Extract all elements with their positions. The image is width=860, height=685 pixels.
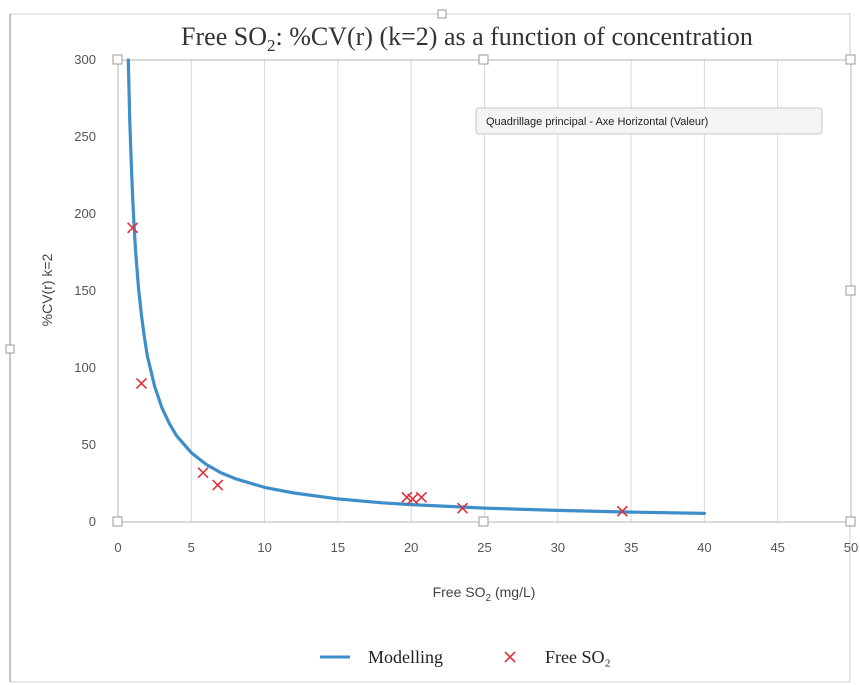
y-tick-label: 250 — [74, 129, 96, 144]
gridline-tooltip: Quadrillage principal - Axe Horizontal (… — [475, 107, 823, 135]
x-tick-label: 20 — [404, 540, 418, 555]
data-point-free-so2[interactable] — [407, 493, 419, 505]
legend-free-so2-marker — [504, 651, 516, 663]
y-axis-ticks[interactable]: 0 50 100 150 200 250 300 — [74, 52, 96, 529]
legend-modelling-label: Modelling — [368, 647, 443, 667]
legend[interactable]: Modelling Free SO₂ — [320, 647, 611, 667]
y-tick-label: 200 — [74, 206, 96, 221]
x-axis-title-sub: 2 — [486, 593, 492, 604]
x-axis-title[interactable]: Free SO2 (mg/L) — [433, 584, 536, 604]
chart-title-sub: 2 — [267, 36, 276, 55]
tooltip-box — [475, 107, 823, 135]
plot-area[interactable] — [117, 58, 852, 523]
plot-handle-top-left[interactable] — [112, 54, 123, 65]
y-tick-label: 100 — [74, 360, 96, 375]
tooltip-text: Quadrillage principal - Axe Horizontal (… — [486, 116, 708, 128]
plot-handle-top-right[interactable] — [845, 54, 856, 65]
chart-handle-middle-left[interactable] — [5, 344, 15, 354]
y-axis-title[interactable]: %CV(r) k=2 — [39, 253, 55, 326]
x-tick-label: 25 — [477, 540, 491, 555]
data-point-free-so2[interactable] — [197, 467, 209, 479]
chart-title-suffix: : %CV(r) (k=2) as a function of concentr… — [275, 22, 752, 51]
y-tick-label: 0 — [89, 514, 96, 529]
series-layer — [126, 58, 706, 517]
plot-handle-middle-right[interactable] — [845, 285, 856, 296]
data-point-free-so2[interactable] — [212, 479, 224, 491]
legend-free-so2-label: Free SO₂ — [545, 647, 611, 667]
data-point-free-so2[interactable] — [127, 222, 139, 234]
x-tick-label: 35 — [624, 540, 638, 555]
plot-handle-top-middle[interactable] — [478, 54, 489, 65]
y-tick-label: 300 — [74, 52, 96, 67]
y-tick-label: 150 — [74, 283, 96, 298]
y-tick-label: 50 — [82, 437, 96, 452]
x-axis-ticks[interactable]: 0 5 10 15 20 25 30 35 40 45 50 — [114, 540, 858, 555]
plot-handle-bottom-right[interactable] — [845, 516, 856, 527]
data-point-free-so2[interactable] — [616, 505, 628, 517]
x-tick-label: 15 — [331, 540, 345, 555]
chart-title: Free SO2: %CV(r) (k=2) as a function of … — [181, 22, 753, 55]
x-tick-label: 10 — [257, 540, 271, 555]
gridlines[interactable] — [190, 60, 779, 522]
chart-handle-top-middle[interactable] — [437, 9, 447, 19]
data-point-free-so2[interactable] — [415, 491, 428, 503]
plot-handle-bottom-middle[interactable] — [478, 516, 489, 527]
chart-title-prefix: Free SO — [181, 22, 267, 51]
x-axis-title-suffix: (mg/L) — [491, 584, 535, 600]
x-axis-title-prefix: Free SO — [433, 584, 486, 600]
data-point-free-so2[interactable] — [135, 377, 148, 389]
series-line-modelling[interactable] — [126, 58, 706, 515]
x-tick-label: 30 — [551, 540, 565, 555]
x-tick-label: 50 — [844, 540, 858, 555]
plot-handle-bottom-left[interactable] — [112, 516, 123, 527]
x-tick-label: 0 — [114, 540, 121, 555]
x-tick-label: 45 — [770, 540, 784, 555]
data-point-free-so2[interactable] — [456, 502, 469, 514]
x-tick-label: 5 — [188, 540, 195, 555]
selection-handles[interactable] — [5, 9, 856, 527]
x-tick-label: 40 — [697, 540, 711, 555]
